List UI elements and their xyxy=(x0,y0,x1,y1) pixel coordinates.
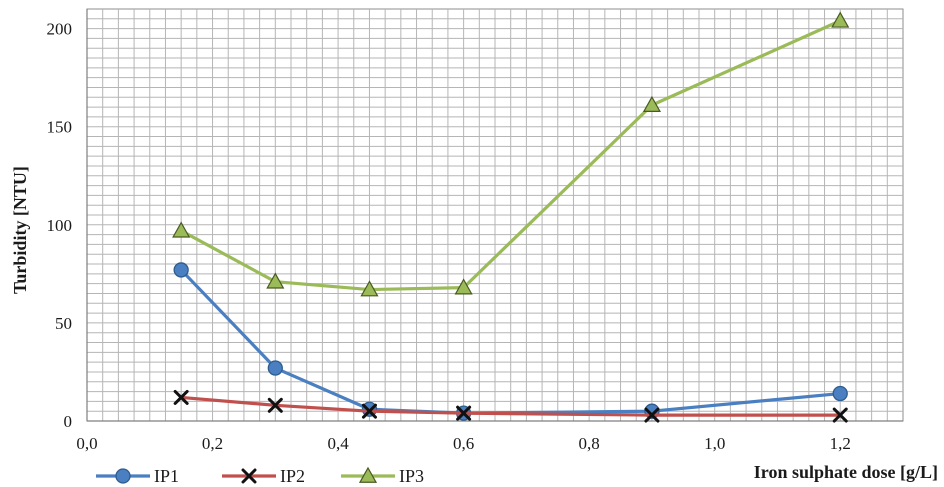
data-point-ip3 xyxy=(266,272,285,289)
legend-item-ip2: IP2 xyxy=(222,466,305,486)
legend-label: IP3 xyxy=(399,466,424,486)
x-tick-label: 0,2 xyxy=(202,434,223,453)
data-point-ip3 xyxy=(831,11,850,28)
x-tick-label: 1,2 xyxy=(830,434,851,453)
series-line-ip3 xyxy=(180,19,841,292)
y-tick-label: 100 xyxy=(47,216,73,235)
data-point-ip2 xyxy=(644,407,660,423)
series-layer xyxy=(172,11,850,423)
legend-marker xyxy=(241,468,257,484)
series-line-ip2 xyxy=(181,395,841,417)
data-point-ip1 xyxy=(267,360,283,376)
legend-item-ip3: IP3 xyxy=(341,466,424,486)
data-point-ip2 xyxy=(832,407,848,423)
legend-item-ip1: IP1 xyxy=(96,466,179,486)
x-tick-label: 0,0 xyxy=(76,434,97,453)
y-tick-label: 0 xyxy=(64,412,73,431)
data-point-ip2 xyxy=(173,389,189,405)
series-ip3 xyxy=(172,11,850,297)
legend: IP1 IP2 IP3 xyxy=(96,466,424,486)
y-tick-label: 150 xyxy=(47,118,73,137)
legend-label: IP1 xyxy=(154,466,179,486)
data-point-ip3 xyxy=(642,95,661,113)
data-point-ip3 xyxy=(360,280,379,297)
legend-marker xyxy=(358,466,378,483)
x-axis-title: Iron sulphate dose [g/L] xyxy=(754,462,938,482)
y-tick-label: 50 xyxy=(55,314,72,333)
data-point-ip2 xyxy=(361,403,377,419)
data-point-ip3 xyxy=(172,221,191,238)
legend-label: IP2 xyxy=(280,466,305,486)
data-point-ip2 xyxy=(267,397,283,413)
legend-marker xyxy=(115,468,131,484)
x-tick-label: 0,8 xyxy=(579,434,600,453)
x-tick-label: 0,4 xyxy=(327,434,349,453)
x-tick-label: 0,6 xyxy=(453,434,474,453)
x-tick-label: 1,0 xyxy=(704,434,725,453)
data-point-ip2 xyxy=(456,405,472,421)
data-point-ip3 xyxy=(454,278,473,295)
data-point-ip1 xyxy=(173,262,189,278)
grid-lines xyxy=(86,8,904,422)
data-point-ip1 xyxy=(832,385,848,402)
y-axis-title: Turbidity [NTU] xyxy=(10,166,30,294)
series-ip2 xyxy=(173,389,848,423)
tick-labels: 0,0 0,2 0,4 0,6 0,8 1,0 1,2 0 50 100 150 200 xyxy=(47,20,851,453)
y-tick-label: 200 xyxy=(47,20,73,39)
